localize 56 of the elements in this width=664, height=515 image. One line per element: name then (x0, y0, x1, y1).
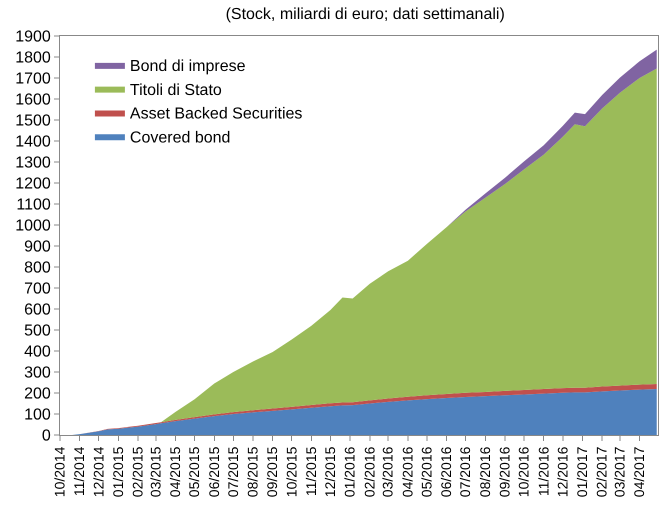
y-tick-label: 100 (24, 406, 51, 424)
y-tick-label: 600 (24, 302, 51, 319)
y-tick-label: 800 (24, 260, 51, 277)
x-tick-label: 11/2016 (535, 446, 552, 496)
x-tick-label: 01/2017 (574, 446, 590, 498)
x-tick-label: 03/2015 (147, 446, 164, 498)
x-tick-label: 03/2017 (611, 446, 628, 498)
legend-label: Asset Backed Securities (130, 106, 302, 123)
y-tick-label: 1400 (15, 134, 51, 151)
y-tick-label: 0 (42, 428, 51, 445)
x-tick-label: 08/2016 (476, 446, 493, 498)
chart-title: (Stock, miliardi di euro; dati settimanali) (226, 6, 505, 23)
x-tick-label: 06/2015 (206, 446, 222, 498)
x-tick-label: 07/2015 (224, 446, 241, 498)
x-tick-label: 08/2015 (244, 446, 261, 498)
x-tick-label: 12/2016 (554, 446, 570, 498)
x-tick-label: 02/2017 (594, 446, 610, 498)
y-tick-label: 1300 (15, 154, 51, 172)
y-tick-label: 500 (24, 322, 51, 340)
x-tick-label: 02/2015 (130, 446, 146, 498)
x-tick-label: 03/2016 (380, 446, 396, 498)
x-tick-label: 10/2014 (52, 446, 68, 498)
x-tick-label: 09/2016 (496, 446, 513, 498)
x-tick-label: 04/2017 (631, 446, 648, 498)
y-tick-label: 700 (24, 280, 51, 298)
y-tick-label: 200 (24, 386, 51, 403)
x-tick-label: 01/2016 (342, 446, 358, 498)
x-tick-label: 07/2016 (457, 446, 474, 498)
x-tick-label: 10/2016 (516, 446, 532, 498)
y-tick-label: 1800 (15, 50, 51, 67)
x-tick-label: 12/2014 (90, 446, 106, 498)
y-tick-label: 1100 (16, 196, 51, 214)
x-tick-label: 12/2015 (322, 446, 338, 498)
x-tick-label: 06/2016 (438, 446, 454, 498)
x-tick-label: 04/2016 (399, 446, 416, 498)
y-tick-label: 300 (24, 364, 51, 382)
x-tick-label: 10/2015 (283, 446, 300, 498)
y-tick-label: 1200 (15, 176, 51, 193)
y-tick-label: 1900 (15, 28, 51, 46)
y-tick-label: 1700 (15, 70, 51, 88)
x-tick-label: 05/2015 (186, 446, 202, 498)
y-tick-label: 900 (24, 238, 51, 256)
x-tick-label: 01/2015 (110, 446, 126, 498)
y-tick-label: 1000 (15, 218, 51, 235)
x-tick-label: 05/2016 (418, 446, 434, 498)
x-tick-label: 02/2016 (361, 446, 378, 498)
legend-label: Covered bond (130, 130, 230, 147)
y-tick-label: 1500 (15, 112, 51, 130)
x-tick-label: 11/2014 (71, 446, 88, 496)
legend-label: Titoli di Stato (130, 82, 222, 99)
x-tick-label: 09/2015 (264, 446, 280, 498)
legend-label: Bond di imprese (130, 58, 246, 76)
x-tick-label: 11/2015 (302, 446, 319, 496)
x-tick-label: 04/2015 (167, 446, 184, 498)
y-tick-label: 400 (24, 344, 51, 361)
y-tick-label: 1600 (15, 92, 51, 109)
